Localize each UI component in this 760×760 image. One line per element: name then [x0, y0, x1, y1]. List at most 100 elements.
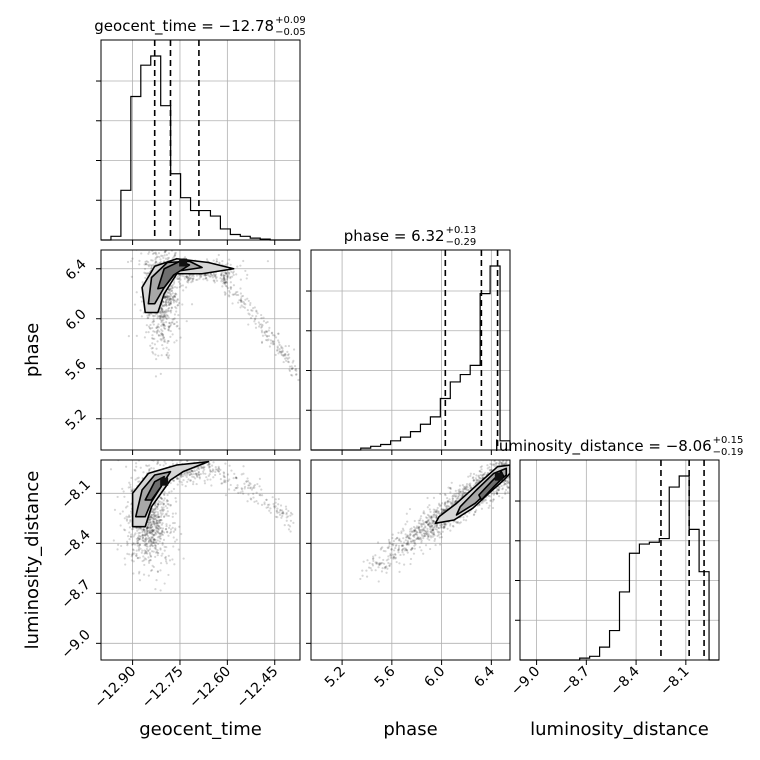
sample-point	[280, 352, 283, 355]
sample-point	[169, 530, 173, 533]
sample-point	[159, 496, 163, 499]
sample-point	[185, 275, 188, 278]
sample-point	[170, 306, 174, 309]
sample-point	[503, 480, 506, 484]
sample-point	[197, 473, 200, 477]
sample-point	[448, 500, 451, 503]
sample-point	[407, 536, 410, 539]
sample-point	[251, 309, 254, 312]
sample-point	[159, 589, 162, 592]
sample-point	[295, 373, 298, 376]
sample-point	[409, 548, 413, 551]
sample-point	[470, 486, 473, 489]
sample-point	[156, 328, 159, 332]
sample-point	[226, 287, 230, 290]
sample-point	[173, 563, 176, 566]
sample-point	[387, 561, 390, 565]
sample-point	[490, 492, 494, 495]
sample-point	[238, 299, 241, 302]
sample-point	[195, 472, 198, 475]
sample-point	[167, 307, 170, 311]
sample-point	[424, 531, 427, 534]
sample-point	[157, 323, 160, 326]
sample-point	[152, 530, 155, 533]
sample-point	[151, 520, 154, 523]
sample-point	[393, 556, 396, 559]
sample-point	[138, 526, 141, 530]
sample-point	[236, 265, 239, 268]
sample-point	[173, 252, 177, 255]
sample-point	[152, 263, 155, 266]
sample-point	[145, 274, 149, 277]
sample-point	[430, 529, 433, 532]
sample-point	[151, 350, 154, 354]
sample-point	[451, 500, 454, 503]
sample-point	[145, 551, 148, 554]
sample-point	[435, 514, 438, 517]
sample-point	[162, 499, 165, 502]
sample-point	[164, 300, 168, 303]
sample-point	[174, 512, 177, 515]
sample-point	[171, 295, 174, 299]
sample-point	[422, 528, 425, 531]
sample-point	[232, 270, 235, 273]
sample-point	[151, 321, 154, 324]
sample-point	[140, 300, 144, 303]
sample-point	[162, 301, 165, 304]
sample-point	[222, 472, 226, 475]
sample-point	[203, 479, 206, 482]
sample-point	[125, 518, 129, 521]
sample-point	[504, 462, 507, 466]
sample-point	[241, 300, 244, 303]
sample-point	[154, 262, 157, 265]
sample-point	[156, 255, 159, 258]
sample-point	[167, 354, 171, 357]
sample-point	[155, 530, 158, 533]
sample-point	[162, 323, 166, 327]
sample-point	[215, 260, 218, 263]
sample-point	[148, 314, 151, 317]
sample-point	[151, 314, 155, 317]
sample-point	[156, 527, 160, 531]
sample-point	[420, 530, 423, 533]
sample-point	[158, 537, 161, 540]
sample-point	[150, 337, 154, 340]
sample-point	[167, 306, 171, 310]
sample-point	[477, 479, 481, 482]
sample-point	[435, 514, 438, 517]
sample-point	[196, 278, 199, 281]
sample-point	[420, 533, 423, 536]
sample-point	[173, 246, 175, 248]
sample-point	[144, 533, 147, 537]
sample-point	[223, 271, 226, 274]
sample-point	[445, 507, 448, 511]
sample-point	[212, 279, 215, 282]
sample-point	[152, 252, 156, 255]
sample-point	[455, 492, 458, 495]
sample-point	[236, 484, 239, 487]
sample-point	[152, 529, 156, 532]
sample-point	[164, 556, 167, 559]
sample-point	[435, 528, 438, 531]
sample-point	[131, 553, 134, 556]
sample-point	[229, 277, 232, 280]
sample-point	[438, 531, 441, 534]
title-upper-luminosity_distance: +0.15	[713, 435, 744, 446]
sample-point	[428, 508, 431, 511]
sample-point	[177, 277, 180, 281]
sample-point	[224, 274, 227, 277]
sample-point	[155, 505, 158, 509]
sample-point	[442, 508, 445, 512]
sample-point	[173, 294, 176, 298]
sample-point	[156, 551, 159, 555]
sample-point	[171, 285, 174, 288]
sample-point	[500, 463, 503, 466]
sample-point	[177, 247, 179, 249]
sample-point	[418, 519, 422, 522]
sample-point	[222, 474, 225, 477]
sample-point	[152, 508, 155, 512]
sample-point	[151, 337, 155, 340]
sample-point	[175, 307, 178, 310]
sample-point	[172, 299, 176, 302]
sample-point	[388, 564, 391, 567]
